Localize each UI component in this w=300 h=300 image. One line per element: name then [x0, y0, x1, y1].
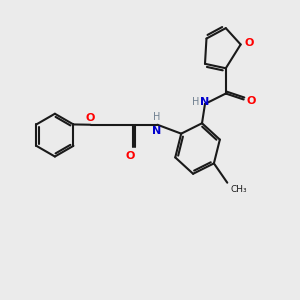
Text: N: N: [152, 126, 161, 136]
Text: O: O: [85, 113, 94, 123]
Text: H: H: [153, 112, 160, 122]
Text: O: O: [244, 38, 254, 48]
Text: N: N: [200, 98, 209, 107]
Text: H: H: [192, 98, 200, 107]
Text: CH₃: CH₃: [230, 185, 247, 194]
Text: O: O: [246, 96, 255, 106]
Text: O: O: [126, 151, 135, 160]
